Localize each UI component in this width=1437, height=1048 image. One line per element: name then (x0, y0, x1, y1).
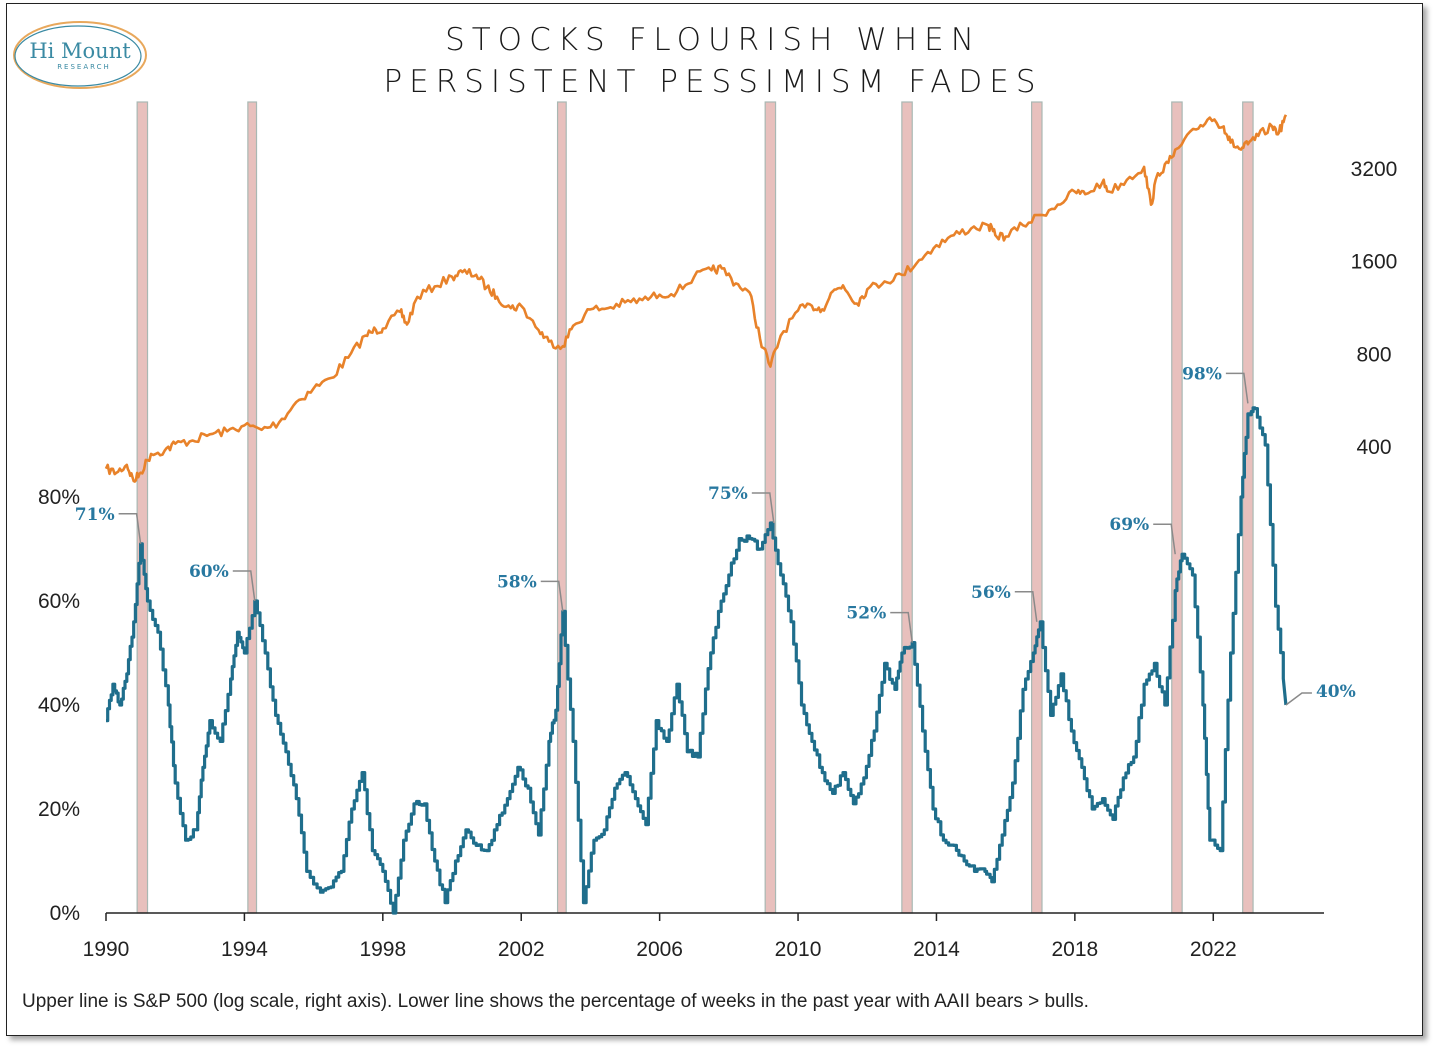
annotation-leader-52% (890, 611, 913, 643)
chart-frame (6, 3, 1423, 1036)
shaded-period-4 (764, 101, 777, 914)
annotation-label-52%: 52% (846, 604, 886, 624)
x-tick-label-1998: 1998 (359, 938, 406, 961)
x-tick-label-2014: 2014 (913, 938, 960, 961)
annotation-label-71%: 71% (75, 505, 115, 525)
annotations: 71% 60% 58% 75% 52% 56% 69% 98% 40% (75, 364, 1356, 706)
annotation-leader-71% (118, 513, 142, 544)
shaded-period-5 (901, 101, 913, 914)
x-tick-label-2018: 2018 (1052, 938, 1099, 961)
annotation-leader-58% (540, 580, 564, 612)
chart-title-line-1: STOCKS FLOURISH WHEN (445, 22, 981, 58)
right-tick-label-3200: 3200 (1351, 158, 1398, 181)
logo-name: Hi Mount (29, 39, 131, 63)
left-tick-label-60: 60% (38, 590, 80, 613)
left-tick-label-0: 0% (50, 902, 80, 925)
x-tick-label-2006: 2006 (636, 938, 683, 961)
x-tick-label-2010: 2010 (775, 938, 822, 961)
shaded-period-3 (556, 101, 567, 914)
shaded-period-8 (1242, 101, 1254, 914)
right-tick-label-1600: 1600 (1351, 251, 1398, 274)
annotation-label-40%: 40% (1316, 682, 1356, 702)
series-lines (104, 114, 1288, 915)
logo-subtitle: RESEARCH (57, 63, 111, 71)
shaded-period-6 (1031, 101, 1043, 914)
left-tick-label-20: 20% (38, 798, 80, 821)
annotation-label-60%: 60% (189, 562, 229, 582)
annotation-label-56%: 56% (971, 583, 1011, 603)
annotation-leader-60% (232, 570, 256, 602)
logo-ring-outer (13, 21, 147, 89)
chart-title-line-2: PERSISTENT PESSIMISM FADES (383, 64, 1042, 100)
x-tick-label-1990: 1990 (83, 938, 130, 961)
left-tick-label-80: 80% (38, 486, 80, 509)
logo-ring-inner (14, 25, 142, 87)
shaded-period-1 (136, 101, 149, 914)
annotation-leader-75% (751, 492, 775, 524)
sp500-line (104, 114, 1288, 483)
x-tick-label-2022: 2022 (1190, 938, 1237, 961)
annotation-label-98%: 98% (1182, 364, 1222, 384)
axes: 1990 1994 1998 2002 2006 2010 2014 2018 2022 0% 20… (38, 158, 1397, 961)
annotation-label-58%: 58% (497, 572, 537, 592)
annotation-leader-56% (1014, 591, 1038, 622)
shaded-period-7 (1171, 101, 1183, 914)
x-tick-label-2002: 2002 (498, 938, 545, 961)
annotation-leader-98% (1225, 372, 1249, 404)
chart-caption: Upper line is S&P 500 (log scale, right … (22, 991, 1089, 1012)
shaded-period-2 (247, 101, 258, 914)
annotation-leader-69% (1153, 523, 1176, 555)
logo: Hi Mount RESEARCH (13, 21, 147, 89)
right-tick-label-800: 800 (1356, 343, 1391, 366)
annotation-label-75%: 75% (708, 484, 748, 504)
x-tick-label-1994: 1994 (221, 938, 268, 961)
annotation-label-69%: 69% (1109, 515, 1149, 535)
right-tick-label-400: 400 (1356, 436, 1391, 459)
bears-bulls-line (106, 406, 1288, 915)
left-tick-label-40: 40% (38, 694, 80, 717)
annotation-leader-40% (1285, 692, 1312, 706)
